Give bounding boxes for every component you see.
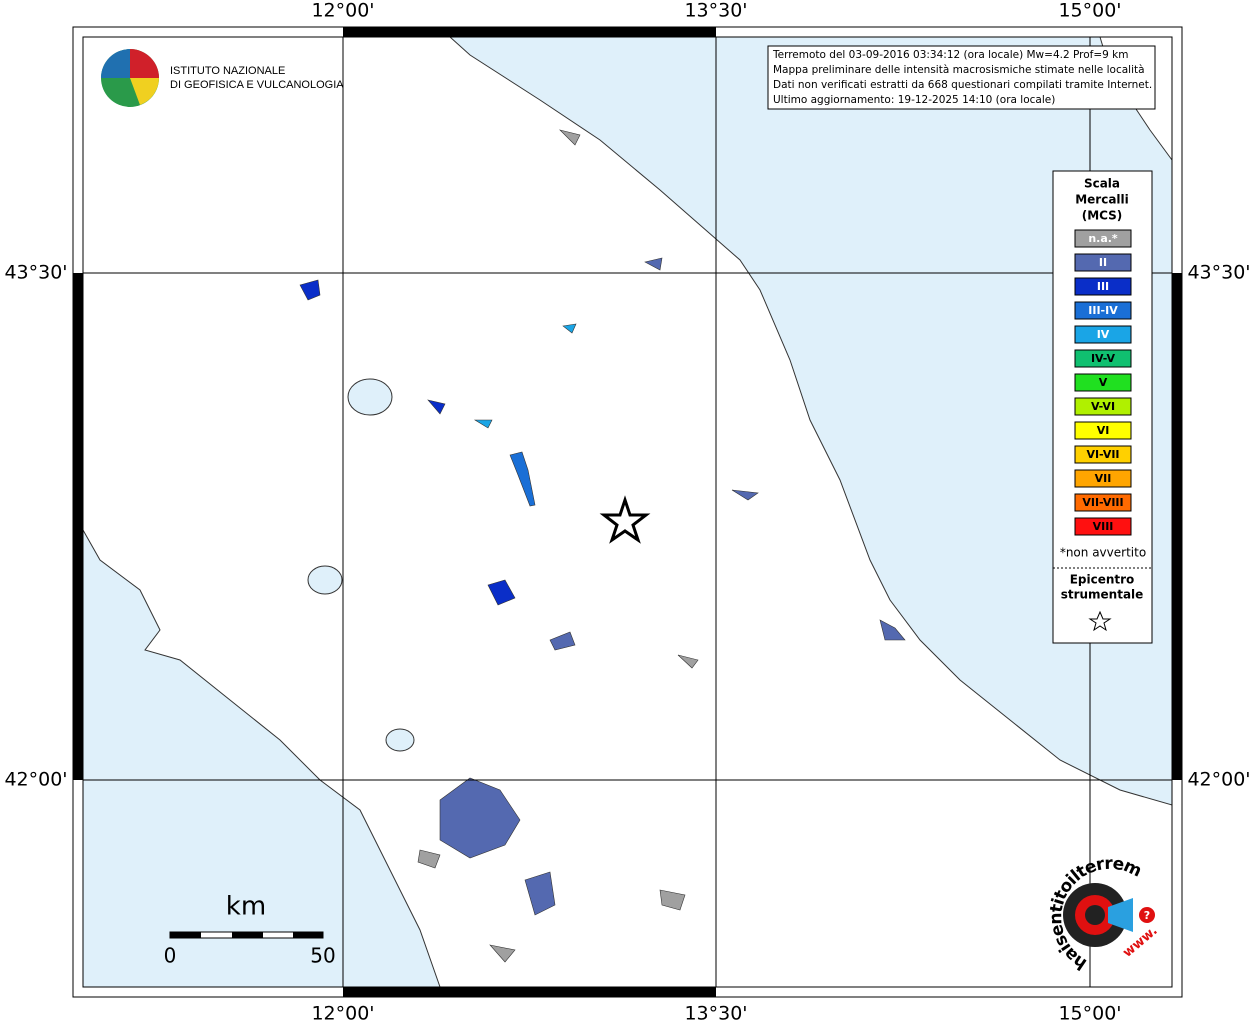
legend-swatch [1074, 445, 1132, 464]
axis-labels: 12°00' 13°30' 15°00' 12°00' 13°30' 15°00' 43°3… [4, 0, 1250, 1025]
lat-label: 42°00' [1187, 769, 1250, 791]
legend-swatch [1074, 349, 1132, 368]
legend-swatch [1074, 325, 1132, 344]
legend-label: IV-V [1091, 352, 1116, 365]
epicenter-title: Epicentro [1070, 573, 1135, 587]
scale-label: 0 [164, 944, 177, 968]
scale-label: 50 [310, 944, 335, 968]
lon-label: 13°30' [684, 0, 747, 22]
scale-bar: km 0 50 [164, 892, 336, 968]
ingv-line2: DI GEOFISICA E VULCANOLOGIA [170, 79, 344, 91]
frame-bars [73, 27, 1182, 997]
localities [299, 129, 906, 963]
legend-title: Mercalli [1075, 193, 1129, 207]
legend-swatch [1074, 517, 1132, 536]
legend-swatch [1074, 493, 1132, 512]
lon-label: 12°00' [311, 1003, 374, 1025]
legend-swatch [1074, 229, 1132, 248]
legend-swatch [1074, 253, 1132, 272]
legend-swatch [1074, 397, 1132, 416]
legend-star [1088, 610, 1112, 632]
epicenter-star [599, 495, 651, 544]
info-line: Ultimo aggiornamento: 19-12-2025 14:10 (… [773, 94, 1055, 106]
legend-note: *non avvertito [1060, 546, 1146, 560]
info-line: Dati non verificati estratti da 668 ques… [773, 79, 1152, 91]
info-line: Mappa preliminare delle intensità macros… [773, 64, 1145, 76]
legend-swatch [1074, 277, 1132, 296]
legend-label: IV [1097, 328, 1110, 341]
lat-label: 43°30' [4, 262, 67, 284]
legend-label: n.a.* [1088, 232, 1118, 245]
inner-frame [82, 36, 1173, 988]
lon-label: 13°30' [684, 1003, 747, 1025]
info-text: Terremoto del 03-09-2016 03:34:12 (ora l… [772, 49, 1152, 106]
legend-swatch [1074, 301, 1132, 320]
lon-label: 15°00' [1058, 0, 1121, 22]
legend-swatch [1074, 373, 1132, 392]
ingv-line1: ISTITUTO NAZIONALE [170, 65, 285, 77]
legend-label: VII-VIII [1082, 496, 1123, 509]
seas [82, 36, 1173, 988]
lon-label: 15°00' [1058, 1003, 1121, 1025]
scale-unit: km [226, 892, 266, 922]
info-line: Terremoto del 03-09-2016 03:34:12 (ora l… [772, 49, 1128, 61]
legend-title: (MCS) [1082, 209, 1123, 223]
ingv-logo: ISTITUTO NAZIONALE DI GEOFISICA E VULCAN… [101, 49, 344, 107]
epicenter-title: strumentale [1061, 588, 1144, 602]
lat-label: 43°30' [1187, 262, 1250, 284]
legend-swatch [1074, 421, 1132, 440]
hsit-mark: ? [1144, 909, 1150, 922]
legend-swatch [1074, 469, 1132, 488]
lon-label: 12°00' [311, 0, 374, 22]
legend-label: VII [1095, 472, 1112, 485]
legend-label: III-IV [1088, 304, 1118, 317]
legend-label: II [1099, 256, 1107, 269]
legend-label: III [1097, 280, 1109, 293]
legend-label: VI [1097, 424, 1110, 437]
legend-label: V [1099, 376, 1108, 389]
legend-label: VI-VII [1086, 448, 1119, 461]
info-box [767, 45, 1156, 110]
legend: ScalaMercalli(MCS)n.a.*IIIIIIII-IVIVIV-V… [1060, 177, 1146, 602]
lat-label: 42°00' [4, 769, 67, 791]
legend-label: VIII [1093, 520, 1114, 533]
legend-label: V-VI [1091, 400, 1115, 413]
legend-title: Scala [1084, 177, 1120, 191]
